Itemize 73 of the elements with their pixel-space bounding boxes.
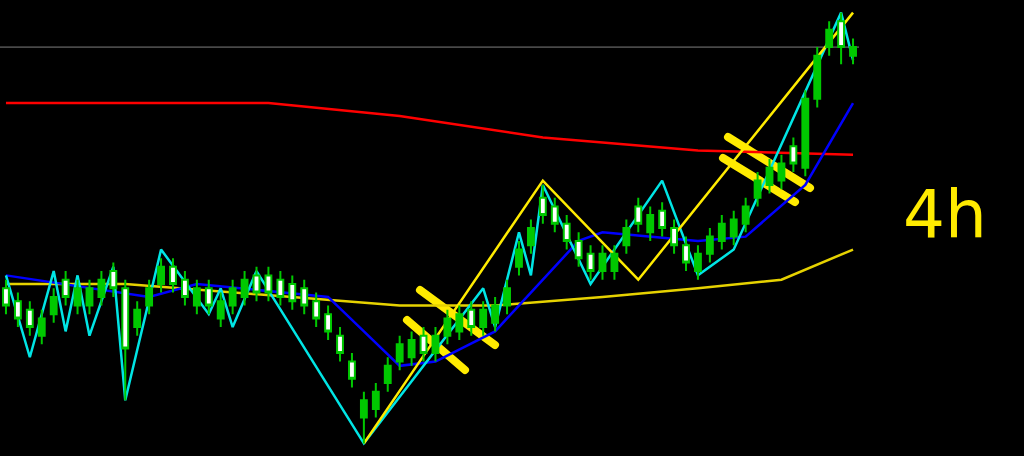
candlestick [216,291,225,329]
candlestick [586,244,595,281]
candlestick [109,261,118,298]
candlestick [503,278,511,316]
candlestick [598,244,607,281]
candlestick [288,274,297,311]
candlestick [145,278,154,316]
candlestick [837,11,846,66]
candlestick [634,196,643,234]
candlestick [526,218,535,255]
candlestick [753,171,762,208]
candlestick [49,287,58,324]
candlestick [359,390,368,445]
candlestick [813,46,822,109]
candlestick [252,265,261,303]
candlestick [705,227,714,264]
candlestick [646,205,655,242]
candlestick [419,326,428,363]
candlestick [694,244,702,281]
candlestick [2,278,10,316]
candlestick [85,278,94,316]
candlestick [276,270,285,307]
candlestick [801,89,810,178]
candlestick [849,37,857,66]
candlestick [789,136,798,173]
candlestick [157,257,165,294]
candlestick [729,209,738,247]
candlestick [13,291,22,329]
candlestick [121,278,130,402]
candlestick [622,218,631,255]
candlestick [562,214,571,251]
candlestick [192,278,201,316]
candlestick [538,183,547,225]
candlestick [741,196,750,234]
candlestick [443,308,452,346]
candlestick [25,300,34,337]
candlestick [670,218,678,255]
candlestick [825,20,834,57]
candlestick [407,330,416,367]
candlestick [550,196,559,234]
candlestick [240,270,249,307]
candlestick [395,334,404,372]
candlestick [228,278,237,316]
candlestick [383,356,392,393]
candlestick [133,300,142,337]
candlestick [491,295,500,333]
candlestick [169,257,177,294]
candlestick [479,300,488,337]
candlestick [37,308,46,346]
candlestick [181,270,189,307]
candlestick [455,304,464,341]
candlestick [312,291,321,329]
candlestick [204,278,213,316]
candlestick [300,278,309,316]
candlestick [61,270,70,307]
candlestick [467,300,476,337]
candlestick [264,265,273,303]
candlestick [610,244,619,281]
candlestick [717,214,726,251]
candlestick [348,351,356,389]
candlestick [324,304,333,341]
candlestick [515,239,523,277]
text: 4h [903,176,987,253]
candlestick [658,201,667,238]
candlestick [574,231,583,268]
candlestick [73,278,82,316]
candlestick [371,382,380,419]
candlestick [682,235,690,273]
candlestick [765,158,774,195]
candlestick [97,270,106,307]
candlestick [431,326,440,363]
candlestick [336,326,344,363]
candlestick [777,153,786,191]
